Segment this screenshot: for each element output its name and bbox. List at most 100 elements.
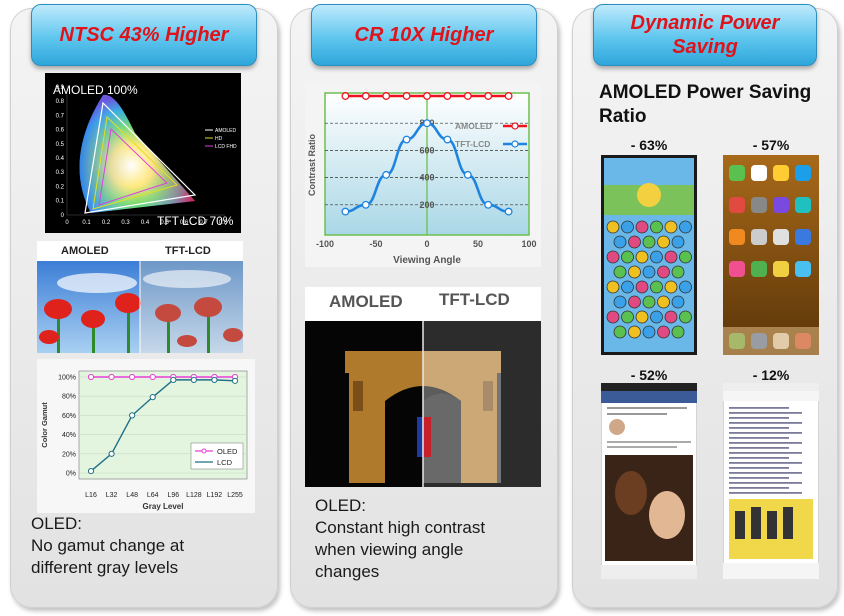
gamut-legend-lcd: LCD	[217, 458, 233, 467]
contrast-x-tick: 100	[521, 239, 536, 249]
gamut-x-tick: L64	[147, 492, 159, 499]
color-gamut-chart: 0% 20% 40% 60% 80% 100% L16 L32 L48 L64 L96 L128 L1…	[37, 359, 255, 513]
contrast-data-point	[443, 135, 452, 144]
phone-social-ratio: - 52%	[630, 367, 668, 383]
power-title-line-1: Dynamic Power	[630, 12, 780, 34]
gamut-data-point	[190, 376, 197, 383]
contrast-x-tick: 0	[424, 239, 429, 249]
amoled-gamut-triangle	[84, 101, 197, 214]
contrast-data-point	[423, 119, 431, 128]
flower-amoled-label: AMOLED	[61, 245, 109, 257]
contrast-x-axis-label: Viewing Angle	[393, 255, 461, 266]
cie-y-tick: 0.4	[56, 156, 65, 162]
contrast-x-tick: -50	[369, 239, 382, 249]
cie-svg: AMOLED 100% TFT LCD 70% AMOLED HD LCD FH…	[53, 83, 237, 228]
contrast-data-point	[443, 92, 452, 100]
contrast-data-point	[341, 207, 350, 216]
phone-article-screen	[723, 383, 819, 579]
gamut-x-axis-label: Gray Level	[143, 502, 184, 511]
gamut-x-tick: L255	[227, 492, 243, 499]
ntsc-caption-line-3: different gray levels	[31, 558, 179, 577]
gamut-y-tick: 0%	[66, 471, 76, 478]
phone-article-ratio: - 12%	[752, 367, 790, 383]
phone-homescreen-ratio: - 57%	[752, 137, 790, 153]
power-title-banner: Dynamic Power Saving	[593, 4, 817, 66]
cie-y-tick: 0.1	[56, 199, 65, 205]
gamut-data-point	[87, 467, 95, 475]
ntsc-caption: OLED: No gamut change at different gray …	[31, 513, 184, 579]
contrast-data-point	[484, 200, 493, 209]
contrast-legend-lcd: TFT-LCD	[455, 139, 490, 149]
contrast-data-point	[361, 200, 370, 209]
cie-x-tick: 0.5	[160, 220, 169, 226]
contrast-data-point	[382, 170, 391, 179]
power-subtitle: AMOLED Power Saving Ratio	[599, 81, 811, 129]
power-panel: Dynamic Power Saving AMOLED Power Saving…	[572, 4, 838, 608]
cie-x-tick: 0.7	[199, 220, 208, 226]
cie-amoled-label: AMOLED 100%	[53, 83, 138, 97]
phone-game: - 63%	[601, 137, 697, 355]
gamut-y-tick: 100%	[58, 375, 76, 382]
cie-y-tick: 0.6	[56, 128, 65, 134]
phone-article: - 12%	[723, 367, 819, 585]
lcd-gamut-triangle	[98, 127, 168, 206]
gamut-x-tick: L96	[167, 492, 179, 499]
cie-x-tick: 0.2	[102, 220, 111, 226]
phone-game-screen	[601, 155, 697, 355]
gamut-data-point	[129, 412, 136, 419]
contrast-data-point	[463, 92, 472, 100]
cie-x-tick: 0	[65, 220, 69, 226]
gamut-y-tick: 60%	[62, 413, 76, 420]
contrast-data-point	[402, 92, 411, 100]
contrast-y-tick: 600	[419, 145, 434, 155]
phone-game-ratio: - 63%	[630, 137, 668, 153]
phone-social-screen	[601, 383, 697, 579]
flower-image	[37, 261, 243, 353]
cie-y-tick: 0.7	[56, 113, 65, 119]
arch-amoled-label: AMOLED	[329, 292, 403, 311]
contrast-caption-line-2: Constant high contrast	[315, 518, 486, 537]
contrast-data-point	[423, 92, 431, 100]
contrast-title: CR 10X Higher	[354, 24, 494, 46]
gamut-x-tick: L48	[126, 492, 138, 499]
gamut-y-axis-label: Color Gamut	[40, 402, 49, 448]
cie-lcd-label: TFT LCD 70%	[157, 214, 234, 228]
cie-legend-lcd: LCD FHD	[215, 144, 237, 150]
contrast-data-point	[504, 207, 513, 216]
power-subtitle-line-2: Ratio	[599, 106, 647, 127]
gamut-x-ticks: L16 L32 L48 L64 L96 L128 L192 L255	[85, 492, 243, 499]
cie-legend: AMOLED HD LCD FHD	[205, 128, 237, 150]
phone-homescreen: - 57%	[723, 137, 819, 355]
gamut-x-tick: L128	[186, 492, 202, 499]
contrast-legend-amoled: AMOLED	[455, 121, 492, 131]
contrast-y-axis-label: Contrast Ratio	[307, 134, 317, 197]
contrast-x-tick: -100	[316, 239, 334, 249]
gamut-data-point	[108, 373, 115, 381]
ntsc-title: NTSC 43% Higher	[59, 24, 229, 46]
cie-chromaticity-diagram: AMOLED 100% TFT LCD 70% AMOLED HD LCD FH…	[45, 73, 241, 233]
power-title-line-2: Saving	[672, 36, 738, 58]
contrast-data-point	[361, 92, 370, 100]
cie-x-tick: 0.8	[219, 220, 228, 226]
cie-y-tick: 0	[61, 213, 65, 219]
gamut-y-tick: 40%	[62, 432, 76, 439]
cie-legend-amoled: AMOLED	[215, 128, 237, 134]
cie-y-tick: 0.9	[56, 85, 65, 91]
ntsc-caption-line-2: No gamut change at	[31, 536, 185, 555]
cie-x-tick: 0.4	[141, 220, 150, 226]
arch-image	[305, 321, 541, 487]
ntsc-caption-line-1: OLED:	[31, 514, 83, 533]
contrast-data-point	[402, 135, 411, 144]
power-subtitle-line-1: AMOLED Power Saving	[599, 82, 812, 103]
gamut-y-tick: 20%	[62, 451, 76, 458]
gamut-x-tick: L16	[85, 492, 97, 499]
cie-x-tick: 0.3	[121, 220, 130, 226]
gamut-data-point	[170, 376, 177, 383]
cie-y-tick: 0.8	[56, 99, 65, 105]
gamut-y-ticks: 0% 20% 40% 60% 80% 100%	[58, 375, 76, 478]
contrast-y-tick: 400	[419, 173, 434, 183]
gamut-data-point	[87, 373, 95, 381]
cie-legend-hd: HD	[215, 136, 223, 142]
